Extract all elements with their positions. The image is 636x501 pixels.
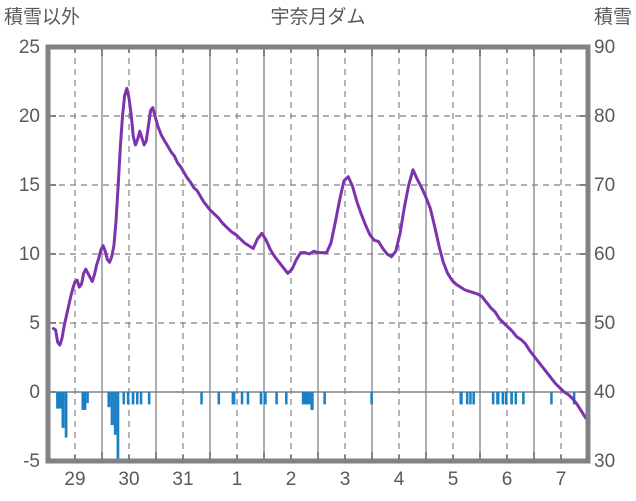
x-axis-tick-label: 31 bbox=[172, 469, 194, 490]
chart-title: 宇奈月ダム bbox=[270, 7, 366, 28]
x-axis-tick-label: 1 bbox=[231, 469, 243, 490]
x-axis-tick-label: 4 bbox=[393, 469, 405, 490]
x-axis-tick-label: 6 bbox=[501, 469, 513, 490]
right-axis-tick-label: 30 bbox=[594, 451, 616, 472]
left-axis-title: 積雪以外 bbox=[4, 7, 81, 28]
left-axis-tick-label: -5 bbox=[23, 451, 40, 472]
right-axis-tick-label: 80 bbox=[594, 106, 616, 127]
left-axis-tick-label: 0 bbox=[29, 382, 40, 403]
axis-tickmarks bbox=[48, 47, 588, 461]
right-axis-tick-label: 40 bbox=[594, 382, 616, 403]
left-axis-tick-label: 20 bbox=[18, 106, 40, 127]
x-axis-tick-label: 30 bbox=[118, 469, 140, 490]
snow-bar-series bbox=[56, 392, 576, 461]
x-axis-tick-label: 7 bbox=[555, 469, 567, 490]
left-axis-tick-label: 10 bbox=[18, 244, 40, 265]
non-snow-line-series bbox=[51, 86, 590, 420]
right-axis-tick-label: 50 bbox=[594, 313, 616, 334]
left-axis-tick-label: 5 bbox=[29, 313, 40, 334]
x-axis-tick-label: 3 bbox=[339, 469, 351, 490]
right-axis-tick-label: 70 bbox=[594, 175, 616, 196]
x-axis-tick-label: 5 bbox=[447, 469, 459, 490]
x-axis-tick-label: 29 bbox=[64, 469, 86, 490]
right-axis-title: 積雪 bbox=[593, 7, 632, 28]
right-axis-tick-label: 60 bbox=[594, 244, 616, 265]
x-axis-tick-label: 2 bbox=[285, 469, 297, 490]
left-axis-tick-label: 25 bbox=[18, 37, 40, 58]
right-axis-tick-label: 90 bbox=[594, 37, 616, 58]
left-axis-tick-label: 15 bbox=[18, 175, 40, 196]
